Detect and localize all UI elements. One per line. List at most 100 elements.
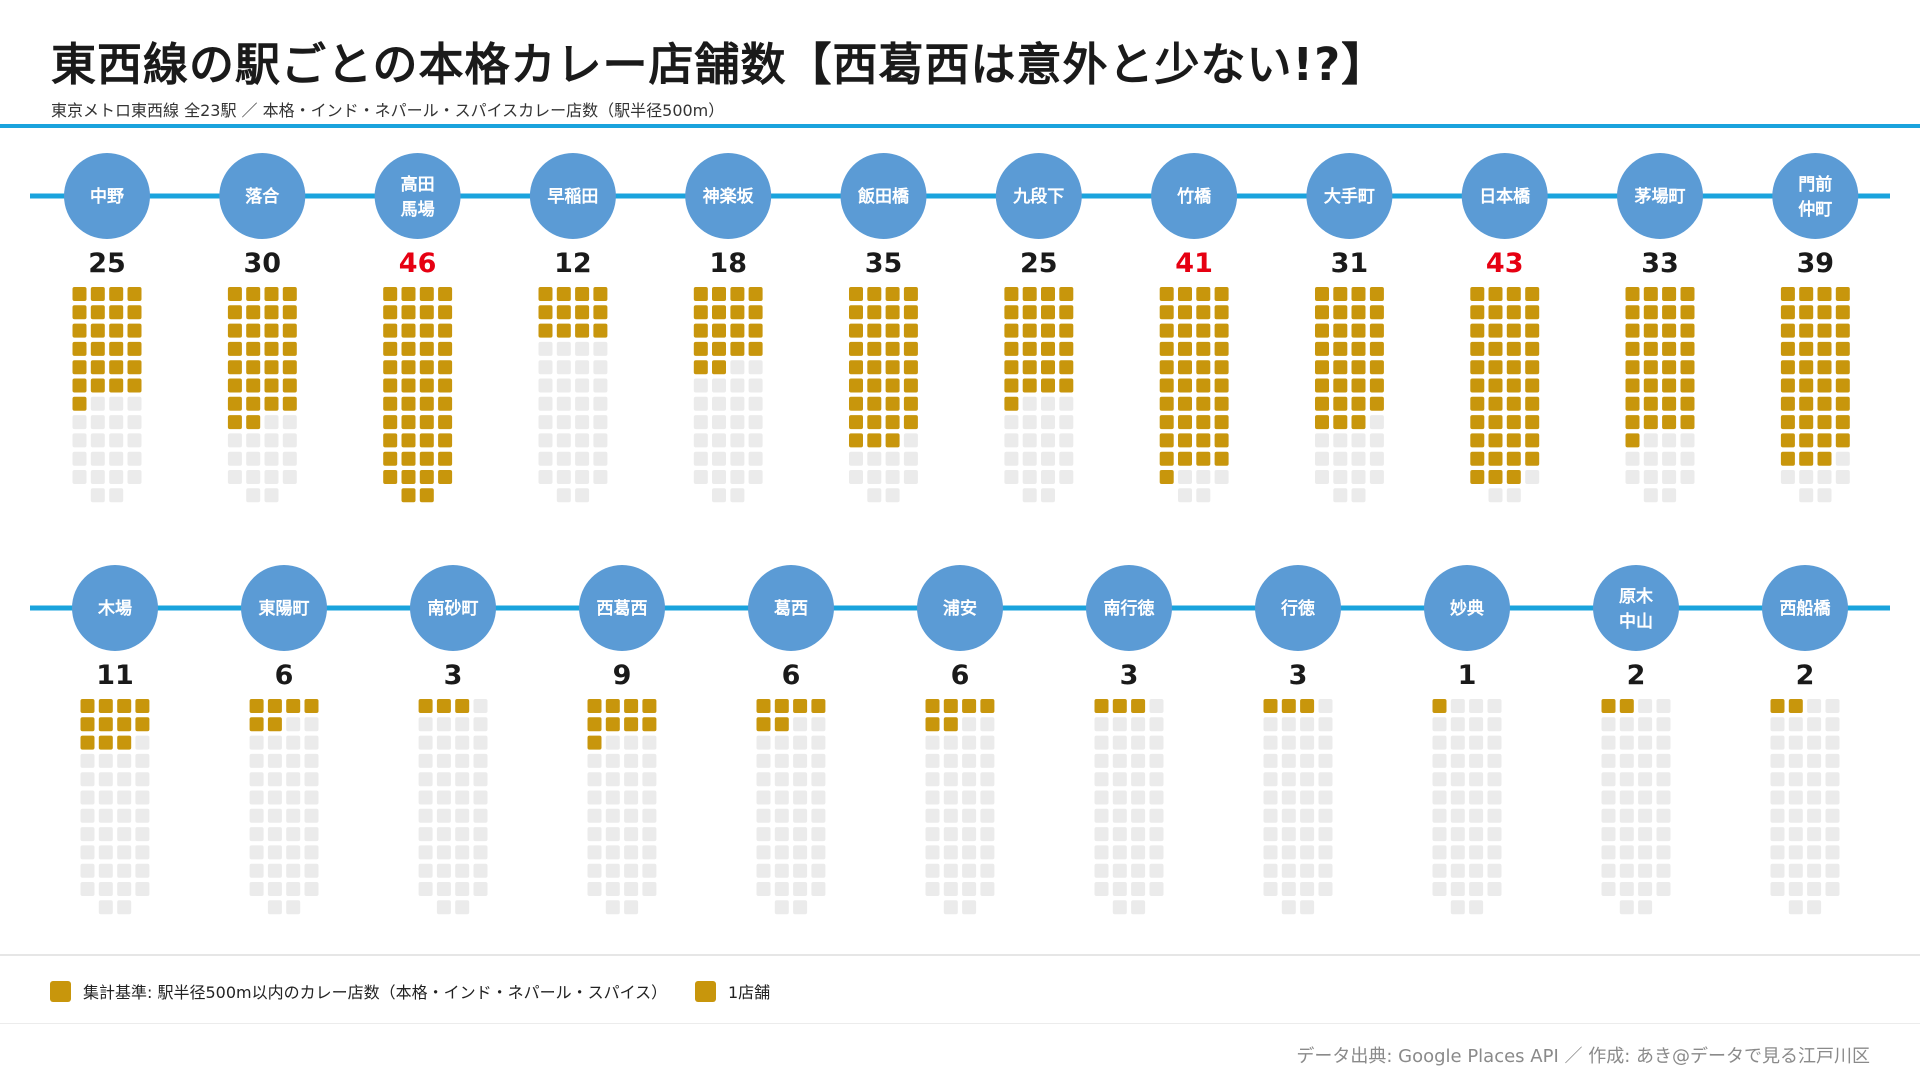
waffle-cell-empty <box>249 882 264 896</box>
waffle-cell-filled <box>438 396 453 411</box>
legend-swatch <box>695 980 716 1002</box>
waffle-cell-empty <box>1643 433 1658 448</box>
waffle-cell-empty <box>1788 735 1803 750</box>
waffle-cell-empty <box>1112 900 1127 915</box>
waffle-cell-empty <box>593 415 608 430</box>
waffle-cell-empty <box>135 882 150 896</box>
waffle-cell-empty <box>1022 470 1037 484</box>
waffle-cell-filled <box>1780 433 1795 448</box>
waffle-cell-filled <box>109 341 124 356</box>
waffle-cell-empty <box>286 808 301 823</box>
waffle-cell-empty <box>72 433 87 448</box>
waffle-cell-empty <box>1178 470 1192 484</box>
waffle-cell-empty <box>109 415 124 430</box>
waffle-cell-empty <box>1450 753 1465 768</box>
waffle-cell-empty <box>135 827 150 842</box>
waffle-cell-empty <box>436 900 451 915</box>
station-count: 46 <box>399 248 437 279</box>
waffle-cell-empty <box>624 827 639 842</box>
waffle-cell-empty <box>1450 717 1465 732</box>
waffle-cell-empty <box>774 790 789 805</box>
station-name: 南砂町 <box>428 598 479 619</box>
waffle-cell-empty <box>1638 753 1653 768</box>
waffle-cell-filled <box>1214 415 1229 430</box>
waffle-cell-filled <box>867 378 882 393</box>
waffle-cell-empty <box>1369 451 1384 466</box>
waffle-cell-empty <box>418 808 433 823</box>
waffle-cell-empty <box>556 341 571 356</box>
waffle-cell-filled <box>1351 341 1366 356</box>
waffle-cell-empty <box>1004 451 1019 466</box>
waffle-cell-empty <box>1300 827 1315 842</box>
waffle-cell-empty <box>943 790 958 805</box>
waffle-cell-filled <box>227 287 242 301</box>
waffle-cell-empty <box>556 378 571 393</box>
waffle-cell-filled <box>1625 341 1640 356</box>
waffle-cell-empty <box>605 882 620 896</box>
waffle-cell-empty <box>748 433 763 448</box>
waffle-cell-filled <box>401 433 416 448</box>
waffle-cell-filled <box>1315 378 1329 393</box>
waffle-cell-filled <box>903 396 918 411</box>
waffle-cell-empty <box>748 396 763 411</box>
waffle-cell-empty <box>1149 827 1164 842</box>
waffle-cell-empty <box>1149 790 1164 805</box>
waffle-cell-filled <box>1680 323 1695 338</box>
waffle-cell-filled <box>264 323 279 338</box>
waffle-cell-empty <box>1656 863 1671 878</box>
waffle-cell-filled <box>80 735 95 750</box>
waffle-cell-empty <box>730 396 745 411</box>
waffle-cell-filled <box>1817 323 1832 338</box>
waffle-cell-empty <box>1487 808 1502 823</box>
waffle-cell-filled <box>383 305 398 320</box>
waffle-cell-empty <box>1450 882 1465 896</box>
waffle-cell-empty <box>624 882 639 896</box>
waffle-cell-empty <box>1149 753 1164 768</box>
waffle-cell-filled <box>267 699 282 713</box>
waffle-cell-empty <box>1004 470 1019 484</box>
waffle-cell-filled <box>1369 341 1384 356</box>
waffle-cell-empty <box>1300 845 1315 860</box>
waffle-cell-filled <box>943 699 958 713</box>
waffle-cell-empty <box>962 900 977 915</box>
waffle-cell-filled <box>264 305 279 320</box>
waffle-cell-empty <box>1625 451 1640 466</box>
waffle-cell-empty <box>1094 882 1109 896</box>
waffle-cell-empty <box>286 717 301 732</box>
waffle-cell-empty <box>109 488 124 503</box>
waffle-cell-filled <box>438 360 453 375</box>
waffle-cell-empty <box>473 882 488 896</box>
waffle-cell-empty <box>473 863 488 878</box>
station-name: 東陽町 <box>259 598 310 619</box>
waffle-cell-empty <box>575 433 590 448</box>
waffle-cell-empty <box>90 451 105 466</box>
waffle-cell-empty <box>1601 790 1616 805</box>
waffle-cell-empty <box>1369 470 1384 484</box>
waffle-cell-empty <box>1770 827 1785 842</box>
waffle-cell-empty <box>1281 845 1296 860</box>
waffle-cell-filled <box>117 717 132 732</box>
station-name: 落合 <box>245 186 280 207</box>
waffle-cell-filled <box>593 323 608 338</box>
waffle-cell-filled <box>712 360 726 375</box>
waffle-cell-filled <box>1488 360 1503 375</box>
waffle-cell-empty <box>1450 735 1465 750</box>
waffle-cell-filled <box>849 341 863 356</box>
waffle-cell-empty <box>1817 470 1832 484</box>
waffle-cell-filled <box>1780 323 1795 338</box>
station-count: 3 <box>1120 660 1139 691</box>
waffle-cell-filled <box>1196 396 1211 411</box>
waffle-cell-filled <box>1643 305 1658 320</box>
waffle-cell-empty <box>1799 488 1814 503</box>
waffle-cell-filled <box>1178 396 1192 411</box>
waffle-cell-filled <box>811 699 826 713</box>
waffle-cell-filled <box>264 396 279 411</box>
chart-subtitle: 東京メトロ東西線 全23駅 ／ 本格・インド・ネパール・スパイスカレー店数（駅半… <box>51 101 725 120</box>
waffle-cell-empty <box>1300 882 1315 896</box>
waffle-cell-empty <box>756 882 771 896</box>
waffle-cell-empty <box>593 470 608 484</box>
station-count: 6 <box>275 660 294 691</box>
waffle-cell-empty <box>943 808 958 823</box>
waffle-cell-filled <box>1059 378 1074 393</box>
waffle-cell-empty <box>793 808 808 823</box>
